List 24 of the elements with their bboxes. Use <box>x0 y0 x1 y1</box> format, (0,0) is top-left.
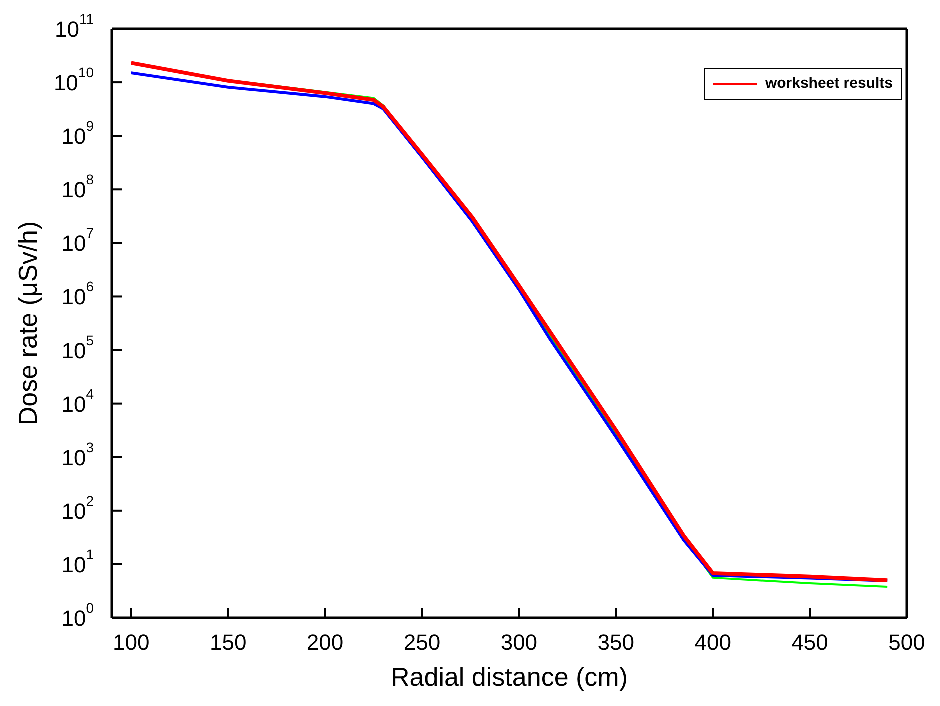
y-tick-label: 10$^{6}$ <box>62 279 94 310</box>
x-axis-title: Radial distance (cm) <box>391 662 628 692</box>
y-tick-label: 10$^{1}$ <box>62 546 94 578</box>
legend-label: worksheet results <box>765 74 893 94</box>
y-tick-label: 10$^{0}$ <box>62 600 94 631</box>
y-tick-label: 10$^{8}$ <box>62 172 94 203</box>
y-axis-title: Dose rate (μSv/h) <box>13 221 44 426</box>
y-tick-label: 10$^{2}$ <box>62 493 94 524</box>
x-tick-label: 150 <box>210 630 247 655</box>
x-tick-label: 200 <box>306 630 344 655</box>
x-tick-label: 250 <box>404 630 441 655</box>
x-tick-label: 500 <box>888 630 926 655</box>
x-tick-label: 350 <box>598 630 635 655</box>
x-tick-label: 100 <box>113 630 150 655</box>
y-tick-label: 10$^{7}$ <box>62 226 94 256</box>
x-tick-label: 400 <box>694 630 732 655</box>
x-tick-label: 300 <box>500 630 538 655</box>
y-tick-label: 10$^{5}$ <box>62 332 94 364</box>
x-tick-label: 450 <box>792 630 828 655</box>
y-tick-label: 10$^{9}$ <box>62 118 94 150</box>
y-tick-label: 10$^{4}$ <box>62 386 94 417</box>
y-tick-label: 10$^{11}$ <box>54 11 94 42</box>
y-tick-label: 10$^{10}$ <box>54 64 94 96</box>
y-tick-label: 10$^{3}$ <box>62 440 94 470</box>
